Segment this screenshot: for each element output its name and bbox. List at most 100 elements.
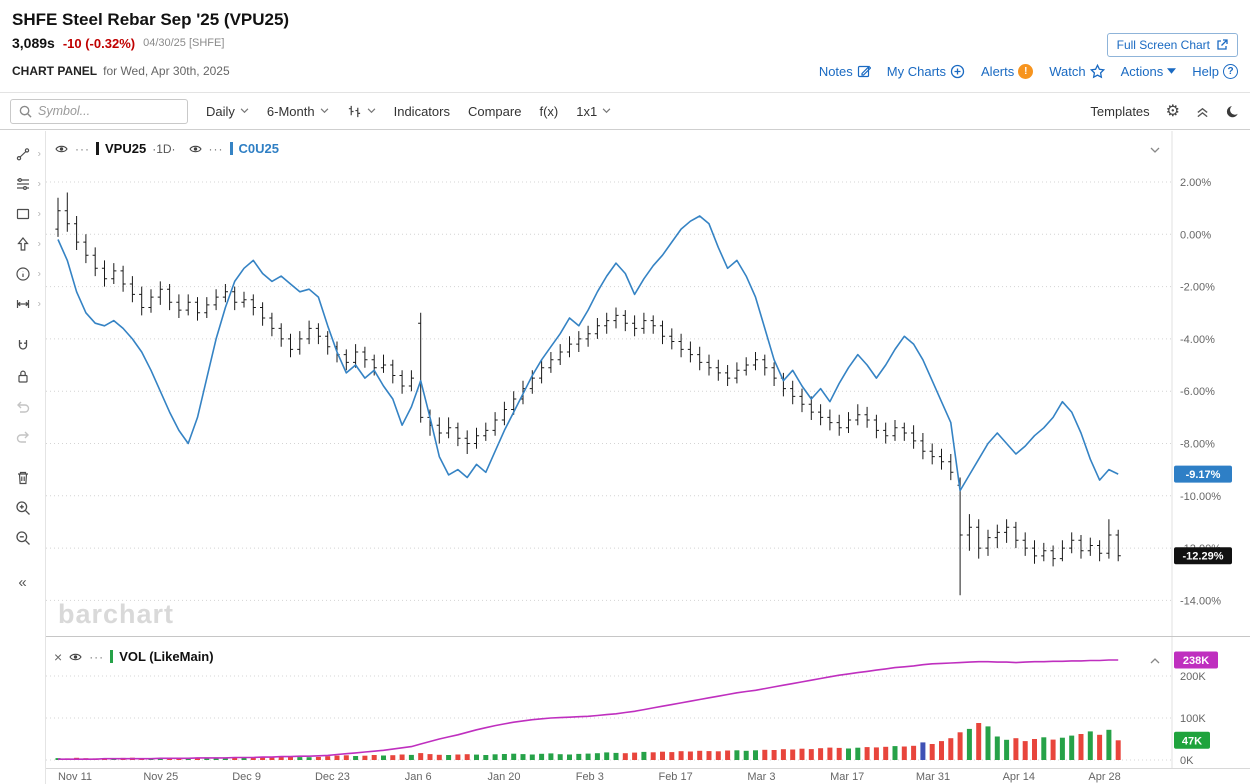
price-volume-chart[interactable]: 2.00% 0.00% -2.00% -4.00% -6.00% -8.00% -10.00… [46, 131, 1250, 784]
grid-layout-dropdown[interactable]: 1x1 [576, 104, 611, 119]
toolstrip-divider [0, 553, 45, 567]
settings-gear-icon[interactable]: ⚙ [1165, 103, 1180, 120]
svg-text:0K: 0K [1180, 755, 1194, 767]
arrow-up-icon [16, 237, 29, 251]
help-question-icon: ? [1223, 63, 1238, 79]
undo-button[interactable] [0, 391, 45, 421]
arrow-tool[interactable]: › [0, 229, 45, 259]
svg-text:Nov 11: Nov 11 [58, 771, 92, 783]
expressions-button[interactable]: f(x) [539, 103, 559, 119]
magnet-icon [18, 340, 27, 350]
main-symbol-label[interactable]: VPU25 [105, 141, 147, 156]
notes-link[interactable]: Notes [819, 64, 871, 79]
svg-text:Nov 25: Nov 25 [143, 771, 178, 783]
time-axis-labels: Nov 11 Nov 25 Dec 9 Dec 23 Jan 6 Jan 20 Feb 3 F… [58, 771, 1121, 783]
svg-text:238K: 238K [1183, 655, 1209, 667]
volume-indicator-label[interactable]: VOL (LikeMain) [119, 649, 214, 664]
actions-menu[interactable]: Actions [1121, 64, 1177, 79]
eye-visibility-icon[interactable] [188, 143, 203, 155]
volume-overlay-line [58, 659, 1119, 761]
undo-icon [16, 401, 29, 413]
svg-text:Mar 17: Mar 17 [830, 771, 864, 783]
svg-text:Dec 23: Dec 23 [315, 771, 350, 783]
my-charts-link[interactable]: My Charts [887, 64, 965, 79]
svg-text:200K: 200K [1180, 671, 1206, 683]
eye-visibility-icon[interactable] [68, 651, 83, 663]
svg-text:Mar 3: Mar 3 [747, 771, 775, 783]
compare-button[interactable]: Compare [467, 103, 522, 119]
info-circle-icon [15, 267, 30, 281]
svg-text:100K: 100K [1180, 713, 1206, 725]
search-icon [19, 105, 32, 118]
barchart-watermark: barchart [58, 599, 175, 629]
redo-button[interactable] [0, 421, 45, 451]
plus-circle-icon [950, 64, 965, 78]
page-header: SHFE Steel Rebar Sep '25 (VPU25) 3,089s … [0, 0, 1250, 93]
range-dropdown[interactable]: 6-Month [267, 104, 329, 119]
trend-line-icon [16, 148, 29, 161]
alerts-link[interactable]: Alerts ! [981, 63, 1034, 79]
expand-hint: › [37, 208, 41, 220]
measure-tool[interactable]: › [0, 289, 45, 319]
price-panel-collapse-caret[interactable] [1150, 141, 1160, 159]
svg-text:Jan 6: Jan 6 [405, 771, 432, 783]
expand-hint: › [37, 298, 41, 310]
zoom-out-button[interactable] [0, 523, 45, 553]
trend-line-tool[interactable]: › [0, 139, 45, 169]
svg-text:Jan 20: Jan 20 [487, 771, 520, 783]
indicator-menu-icon[interactable]: ··· [89, 649, 105, 664]
shapes-tool[interactable]: › [0, 199, 45, 229]
svg-text:-8.00%: -8.00% [1180, 439, 1215, 451]
indicators-button[interactable]: Indicators [393, 103, 450, 119]
full-screen-chart-label: Full Screen Chart [1116, 38, 1210, 52]
drawing-toolstrip: › › › › › › [0, 131, 46, 784]
svg-text:Feb 3: Feb 3 [576, 771, 604, 783]
measure-icon [16, 300, 29, 308]
price-change: -10 (-0.32%) [62, 35, 136, 51]
svg-text:-6.00%: -6.00% [1180, 386, 1215, 398]
period-dropdown[interactable]: Daily [206, 104, 249, 119]
shape-rectangle-icon [16, 208, 29, 220]
volume-panel-collapse-caret[interactable] [1150, 651, 1160, 669]
volume-panel-legend: × ··· VOL (LikeMain) [54, 649, 214, 664]
compare-symbol-label[interactable]: C0U25 [238, 141, 280, 156]
eye-visibility-icon[interactable] [54, 143, 69, 155]
help-link[interactable]: Help ? [1192, 63, 1238, 79]
svg-text:Mar 31: Mar 31 [916, 771, 950, 783]
redo-icon [16, 431, 29, 443]
svg-text:2.00%: 2.00% [1180, 177, 1211, 189]
svg-text:-4.00%: -4.00% [1180, 334, 1215, 346]
lock-tool[interactable] [0, 361, 45, 391]
svg-text:-2.00%: -2.00% [1180, 282, 1215, 294]
chart-toolbar: Daily 6-Month Indicators Compare f(x) 1x… [0, 93, 1250, 130]
dark-mode-moon-icon[interactable] [1225, 104, 1240, 119]
main-price-badge: -12.29% [1174, 547, 1232, 565]
fibonacci-lines-icon [16, 177, 29, 191]
symbol-search[interactable] [10, 98, 188, 124]
ohlc-chart-type-icon [348, 105, 360, 117]
full-screen-chart-button[interactable]: Full Screen Chart [1106, 33, 1238, 57]
delete-drawings-button[interactable] [0, 463, 45, 493]
collapse-sidebar-button[interactable]: « [0, 567, 45, 597]
last-price: 3,089s [12, 35, 55, 51]
magnet-tool[interactable] [0, 331, 45, 361]
chart-type-dropdown[interactable] [347, 104, 376, 119]
zoom-in-button[interactable] [0, 493, 45, 523]
watch-link[interactable]: Watch [1049, 63, 1105, 79]
chart-region: › › › › › › [0, 131, 1250, 784]
chevron-down-icon [240, 108, 249, 114]
expand-hint: › [37, 148, 41, 160]
close-indicator-icon[interactable]: × [54, 648, 63, 665]
annotation-tool[interactable]: › [0, 259, 45, 289]
compare-price-badge: -9.17% [1174, 465, 1232, 483]
toolstrip-divider [0, 451, 45, 463]
volume-series-swatch [110, 650, 114, 663]
fibonacci-tool[interactable]: › [0, 169, 45, 199]
templates-button[interactable]: Templates [1090, 103, 1150, 119]
series-menu-icon[interactable]: ··· [208, 141, 224, 156]
compare-series-swatch [229, 142, 233, 155]
expand-hint: › [37, 238, 41, 250]
series-menu-icon[interactable]: ··· [75, 141, 90, 156]
collapse-toolbar-icon[interactable] [1196, 105, 1209, 118]
symbol-search-input[interactable] [38, 104, 179, 118]
